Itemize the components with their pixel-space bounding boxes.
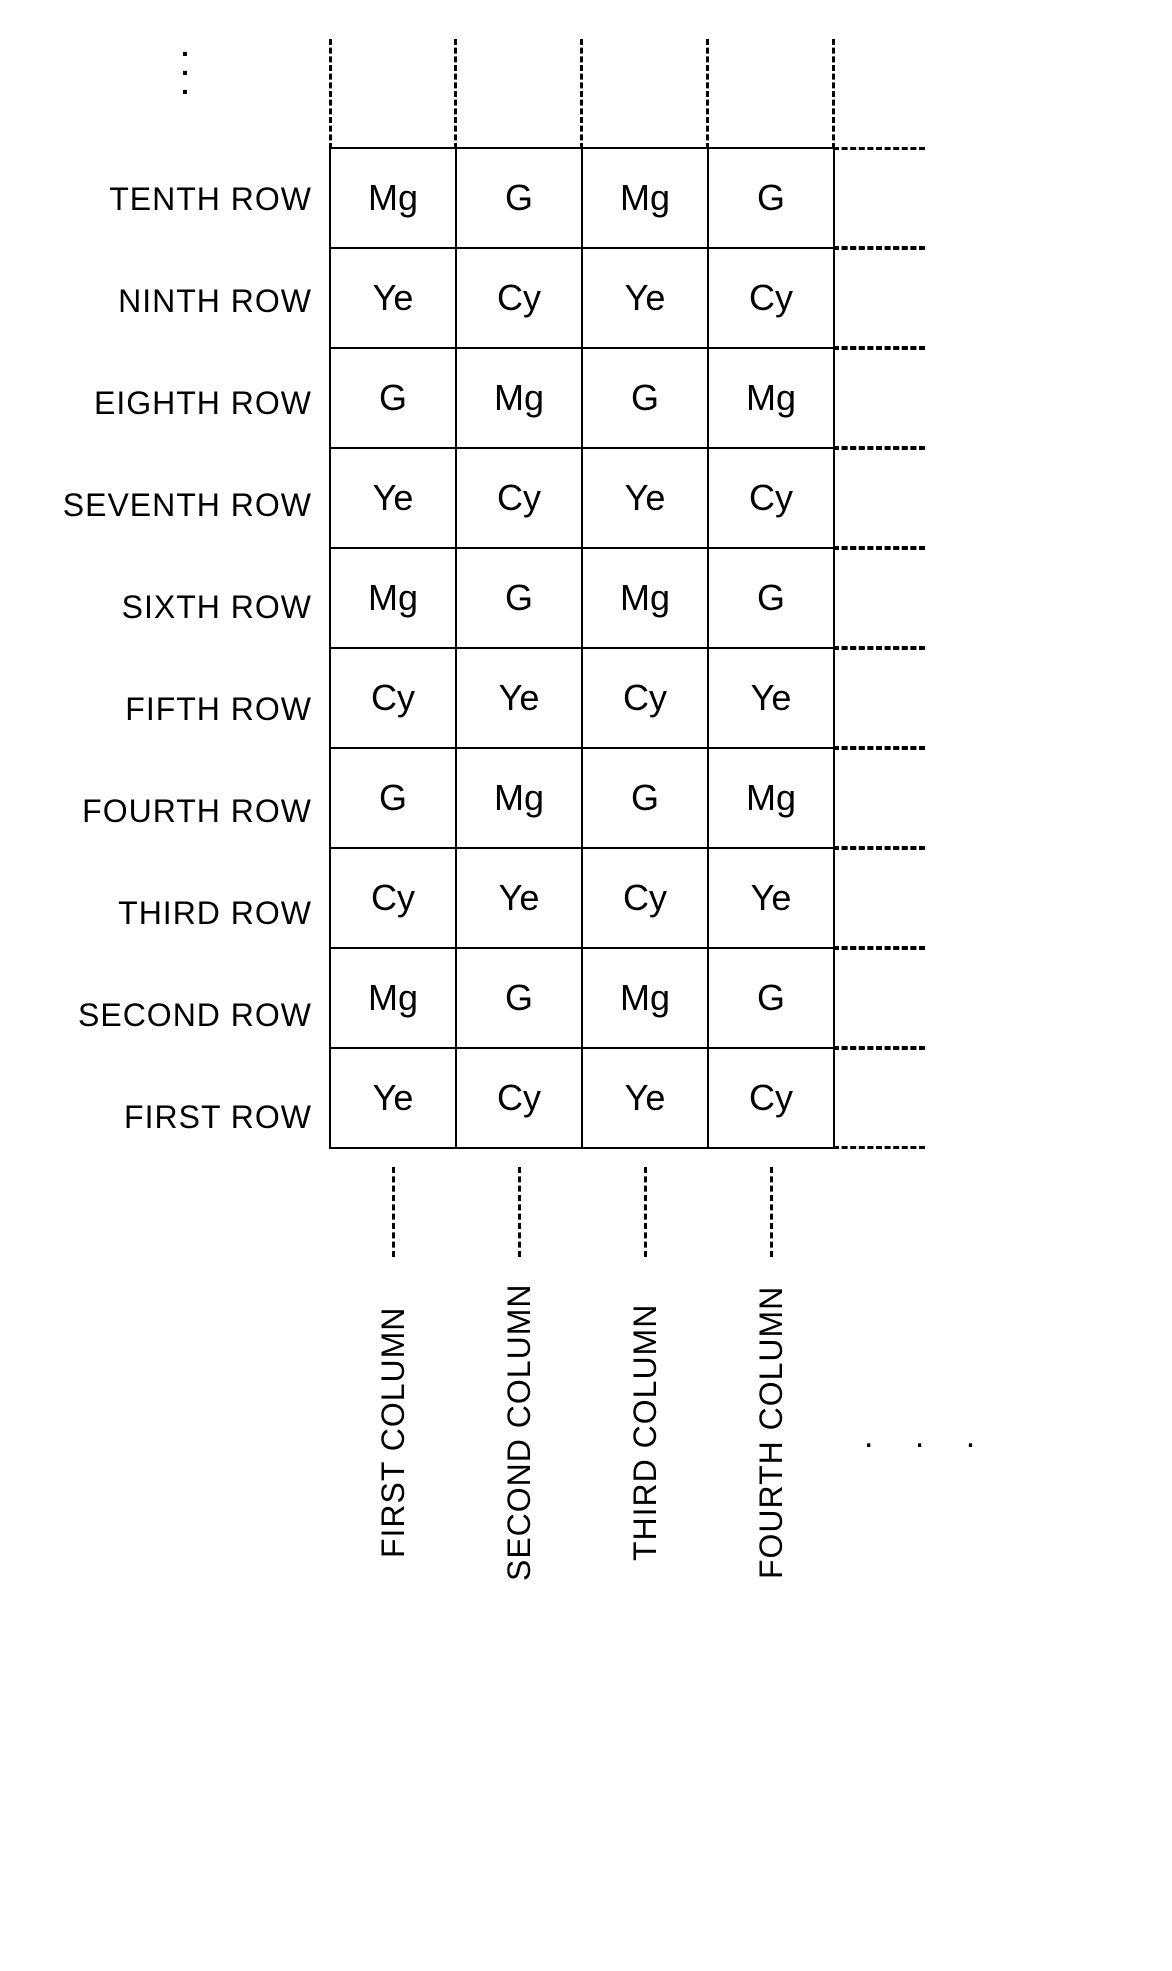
column-labels: FIRST COLUMN SECOND COLUMN THIRD COLUMN … [330, 1168, 834, 1596]
table-cell: G [707, 547, 835, 649]
row-label: SECOND ROW [40, 964, 330, 1066]
table-cell: Ye [581, 1047, 709, 1149]
table-column: Mg Ye G Ye Mg Cy G Cy Mg Ye [330, 148, 456, 1168]
table-cell: Ye [455, 847, 583, 949]
row-label: FIFTH ROW [40, 658, 330, 760]
table-cell: Cy [455, 447, 583, 549]
table-column: Mg Ye G Ye Mg Cy G Cy Mg Ye [582, 148, 708, 1168]
table-cell: Ye [329, 447, 457, 549]
table-cell: Mg [455, 747, 583, 849]
table-cell: Mg [455, 347, 583, 449]
row-label: EIGHTH ROW [40, 352, 330, 454]
table-cell: G [329, 747, 457, 849]
table-cell: G [455, 147, 583, 249]
cell-matrix: Mg Ye G Ye Mg Cy G Cy Mg Ye G Cy Mg Cy G… [330, 148, 834, 1168]
table-column: G Cy Mg Cy G Ye Mg Ye G Cy [708, 148, 834, 1168]
table-cell: Cy [707, 1047, 835, 1149]
top-continuation: ... [40, 40, 991, 148]
row-label: FIRST ROW [40, 1066, 330, 1168]
table-cell: Ye [581, 447, 709, 549]
right-continuation [834, 148, 924, 1168]
column-label-wrap: FIRST COLUMN [329, 1167, 457, 1597]
grid-area: TENTH ROW NINTH ROW EIGHTH ROW SEVENTH R… [40, 148, 991, 1168]
table-cell: G [707, 947, 835, 1049]
row-label: TENTH ROW [40, 148, 330, 250]
table-cell: Mg [329, 947, 457, 1049]
table-cell: Ye [329, 1047, 457, 1149]
table-cell: G [329, 347, 457, 449]
row-label: SIXTH ROW [40, 556, 330, 658]
table-cell: Cy [581, 647, 709, 749]
table-cell: Ye [707, 647, 835, 749]
table-cell: Ye [329, 247, 457, 349]
row-labels: TENTH ROW NINTH ROW EIGHTH ROW SEVENTH R… [40, 148, 330, 1168]
column-label: FIRST COLUMN [375, 1267, 412, 1597]
table-cell: Cy [707, 447, 835, 549]
row-label: THIRD ROW [40, 862, 330, 964]
table-cell: Ye [707, 847, 835, 949]
column-label-wrap: THIRD COLUMN [581, 1167, 709, 1597]
column-label: SECOND COLUMN [501, 1267, 538, 1597]
table-cell: Mg [581, 147, 709, 249]
table-cell: Cy [329, 847, 457, 949]
table-cell: G [581, 747, 709, 849]
table-cell: G [581, 347, 709, 449]
table-cell: Cy [455, 247, 583, 349]
table-cell: Cy [455, 1047, 583, 1149]
table-cell: Cy [581, 847, 709, 949]
diagram-wrap: ... TENTH ROW NINTH ROW EIGHTH ROW SEVEN… [40, 40, 991, 1596]
table-cell: Mg [329, 147, 457, 249]
row-label: NINTH ROW [40, 250, 330, 352]
row-label: SEVENTH ROW [40, 454, 330, 556]
table-cell: Mg [581, 947, 709, 1049]
table-cell: Mg [329, 547, 457, 649]
table-cell: G [455, 547, 583, 649]
top-dash-group [330, 40, 834, 148]
table-cell: Mg [707, 347, 835, 449]
top-vertical-ellipsis: ... [40, 40, 330, 148]
table-cell: Mg [581, 547, 709, 649]
bottom-horizontal-ellipsis: . . . [834, 1168, 991, 1596]
column-label: FOURTH COLUMN [753, 1267, 790, 1597]
table-cell: Cy [707, 247, 835, 349]
table-column: G Cy Mg Cy G Ye Mg Ye G Cy [456, 148, 582, 1168]
table-cell: Ye [581, 247, 709, 349]
row-label: FOURTH ROW [40, 760, 330, 862]
table-cell: Mg [707, 747, 835, 849]
table-cell: G [707, 147, 835, 249]
table-cell: Ye [455, 647, 583, 749]
column-label-wrap: FOURTH COLUMN [707, 1167, 835, 1597]
bottom-area: FIRST COLUMN SECOND COLUMN THIRD COLUMN … [40, 1168, 991, 1596]
table-cell: G [455, 947, 583, 1049]
column-label-wrap: SECOND COLUMN [455, 1167, 583, 1597]
table-cell: Cy [329, 647, 457, 749]
column-label: THIRD COLUMN [627, 1267, 664, 1597]
